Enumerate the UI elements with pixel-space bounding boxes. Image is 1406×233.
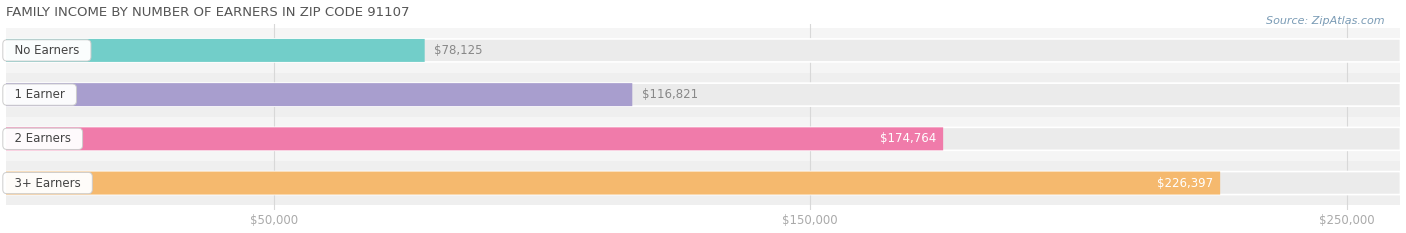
FancyBboxPatch shape: [6, 127, 943, 150]
FancyBboxPatch shape: [6, 72, 1400, 117]
FancyBboxPatch shape: [6, 83, 1400, 106]
Text: $116,821: $116,821: [643, 88, 699, 101]
Text: No Earners: No Earners: [7, 44, 87, 57]
FancyBboxPatch shape: [6, 39, 1400, 62]
FancyBboxPatch shape: [6, 117, 1400, 161]
FancyBboxPatch shape: [6, 39, 425, 62]
FancyBboxPatch shape: [6, 28, 1400, 72]
Text: FAMILY INCOME BY NUMBER OF EARNERS IN ZIP CODE 91107: FAMILY INCOME BY NUMBER OF EARNERS IN ZI…: [6, 6, 409, 19]
FancyBboxPatch shape: [6, 83, 633, 106]
Text: Source: ZipAtlas.com: Source: ZipAtlas.com: [1267, 16, 1385, 26]
Text: 1 Earner: 1 Earner: [7, 88, 72, 101]
FancyBboxPatch shape: [6, 161, 1400, 205]
FancyBboxPatch shape: [6, 127, 1400, 150]
Text: $78,125: $78,125: [434, 44, 482, 57]
Text: 3+ Earners: 3+ Earners: [7, 177, 89, 190]
Text: $174,764: $174,764: [880, 132, 936, 145]
FancyBboxPatch shape: [6, 171, 1400, 195]
Text: 2 Earners: 2 Earners: [7, 132, 79, 145]
Text: $226,397: $226,397: [1157, 177, 1213, 190]
FancyBboxPatch shape: [6, 171, 1220, 195]
